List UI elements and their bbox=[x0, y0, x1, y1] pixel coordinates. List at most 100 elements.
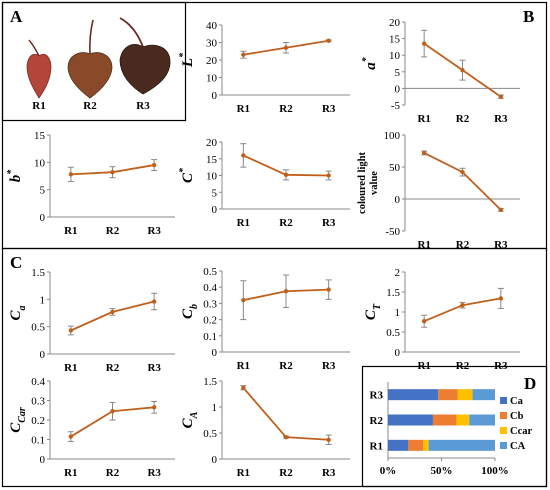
data-point-CA bbox=[326, 437, 331, 442]
leaf-label-r2: R2 bbox=[83, 100, 97, 112]
x-tick-label-a: R3 bbox=[494, 113, 508, 125]
y-tick-label-a: 10 bbox=[389, 50, 401, 62]
data-point-Ccar bbox=[110, 409, 115, 414]
data-point-clv bbox=[421, 150, 427, 156]
y-tick-label-b: 15 bbox=[34, 130, 46, 142]
x-tick-label-Cb: R1 bbox=[237, 360, 250, 372]
data-point-C bbox=[326, 173, 331, 178]
y-tick-label-Ccar: 0.1 bbox=[31, 435, 45, 447]
y-tick-label-L: 30 bbox=[206, 38, 218, 50]
x-tick-label-D: 50% bbox=[431, 465, 453, 477]
panel-label-c: C bbox=[10, 253, 22, 272]
chart-a: -5 0 5 10 15 20 R1 R2 R3 a* bbox=[361, 17, 520, 125]
x-tick-label-a: R1 bbox=[417, 113, 430, 125]
x-tick-label-Ccar: R3 bbox=[147, 467, 161, 479]
x-tick-label-Ca: R3 bbox=[147, 362, 161, 374]
y-axis-label-CT: CT bbox=[363, 303, 383, 320]
x-tick-label-L: R2 bbox=[279, 103, 293, 115]
x-tick-label-Ccar: R1 bbox=[64, 467, 77, 479]
y-tick-label-a: 20 bbox=[389, 17, 401, 29]
x-tick-label-a: R2 bbox=[456, 113, 470, 125]
chart-Cb: 0 0.1 0.2 0.3 0.4 0.5 R1 R2 R3 Cb bbox=[180, 266, 350, 372]
chart-b: 0 5 10 15 R1 R2 R3 b* bbox=[6, 130, 175, 237]
y-tick-label-C: 5 bbox=[212, 187, 218, 199]
y-tick-label-CT: 1 bbox=[395, 307, 401, 319]
y-tick-label-clv: 0 bbox=[395, 194, 401, 206]
y-tick-label-Cb: 0.3 bbox=[203, 298, 217, 310]
y-tick-label-D: R2 bbox=[370, 415, 384, 427]
panel-label-a: A bbox=[10, 7, 23, 26]
y-tick-label-D: R3 bbox=[370, 390, 384, 402]
x-tick-label-Cb: R3 bbox=[322, 360, 336, 372]
x-tick-label-L: R3 bbox=[322, 103, 336, 115]
leaf-label-r3: R3 bbox=[136, 100, 150, 112]
y-tick-label-CT: 1.5 bbox=[386, 287, 400, 299]
y-tick-label-Ca: 0 bbox=[40, 349, 46, 361]
bar-segment-CA-R2 bbox=[469, 414, 495, 426]
data-point-L bbox=[283, 45, 289, 50]
series-line-CT bbox=[423, 297, 501, 323]
legend-swatch-Ccar bbox=[500, 427, 507, 434]
data-point-Ca bbox=[68, 328, 74, 333]
y-tick-label-CT: 0.5 bbox=[386, 327, 400, 339]
y-tick-label-Ccar: 0.4 bbox=[31, 376, 45, 388]
chart-L: 0 10 20 30 40 R1 R2 R3 L* bbox=[178, 20, 350, 115]
data-point-clv bbox=[498, 207, 504, 213]
panel-label-d: D bbox=[524, 374, 536, 393]
x-tick-label-Ca: R2 bbox=[106, 362, 120, 374]
data-point-b bbox=[151, 162, 157, 168]
chart-CT: 0 0.5 1 1.5 2 R1 R2 R3 CT bbox=[363, 267, 520, 372]
legend-label-Ca: Ca bbox=[510, 396, 524, 407]
y-tick-label-CA: 0 bbox=[212, 454, 218, 466]
series-line-Ca bbox=[70, 300, 155, 332]
x-tick-label-b: R3 bbox=[147, 225, 161, 237]
y-tick-label-C: 10 bbox=[206, 171, 218, 183]
x-tick-label-D: 100% bbox=[481, 465, 509, 477]
y-tick-label-Ca: 1 bbox=[40, 294, 46, 306]
series-line-CA bbox=[242, 387, 329, 441]
panel-label-b: B bbox=[523, 7, 534, 26]
x-tick-label-clv: R1 bbox=[417, 239, 430, 251]
chart-clv: -50 0 50 100 R1 R2 R3 coloured lightvalue bbox=[357, 130, 520, 251]
chart-D: 0% 50% 100% R3 R2 R1 Ca Cb Ccar CA bbox=[370, 382, 532, 477]
y-tick-label-b: 0 bbox=[40, 212, 46, 224]
x-tick-label-CT: R2 bbox=[456, 360, 470, 372]
leaf-r1-stem bbox=[28, 39, 40, 57]
y-tick-label-L: 10 bbox=[206, 73, 218, 85]
data-point-a bbox=[421, 41, 427, 46]
x-tick-label-C: R1 bbox=[237, 217, 250, 229]
x-tick-label-CT: R1 bbox=[417, 360, 430, 372]
y-tick-label-Cb: 0.1 bbox=[203, 331, 217, 343]
y-tick-label-D: R1 bbox=[370, 440, 383, 452]
y-tick-label-C: 15 bbox=[206, 154, 218, 166]
y-tick-label-L: 0 bbox=[212, 90, 218, 102]
x-tick-label-clv: R3 bbox=[494, 239, 508, 251]
x-tick-label-D: 0% bbox=[380, 465, 397, 477]
data-point-CT bbox=[460, 303, 465, 308]
x-tick-label-CA: R3 bbox=[322, 467, 336, 479]
legend-label-Cb: Cb bbox=[510, 411, 524, 422]
data-point-a bbox=[460, 67, 465, 73]
chart-CA: 0 0.5 1 1.5 R1 R2 R3 CA bbox=[180, 376, 350, 479]
leaf-r2-stem bbox=[89, 19, 94, 55]
y-tick-label-b: 5 bbox=[40, 185, 46, 197]
y-axis-label-clv: coloured lightvalue bbox=[357, 152, 380, 214]
x-tick-label-clv: R2 bbox=[456, 239, 470, 251]
data-point-clv bbox=[460, 169, 465, 175]
y-tick-label-b: 10 bbox=[34, 157, 46, 169]
chart-C: 0 5 10 15 20 R1 R2 R3 C* bbox=[178, 137, 350, 229]
y-tick-label-L: 20 bbox=[206, 55, 218, 67]
y-tick-label-a: 15 bbox=[389, 34, 401, 46]
y-tick-label-C: 0 bbox=[212, 204, 218, 216]
legend-swatch-Cb bbox=[500, 412, 507, 419]
data-point-CA bbox=[241, 385, 246, 390]
y-tick-label-Cb: 0.2 bbox=[203, 315, 217, 327]
y-tick-label-Cb: 0 bbox=[212, 347, 218, 359]
x-tick-label-CT: R3 bbox=[494, 360, 508, 372]
series-line-clv bbox=[423, 152, 502, 211]
leaf-r3-stem bbox=[119, 17, 144, 48]
x-tick-label-C: R3 bbox=[322, 217, 336, 229]
y-tick-label-CA: 1.5 bbox=[203, 376, 217, 388]
bar-segment-Ccar-R2 bbox=[456, 414, 470, 426]
bar-segment-Cb-R3 bbox=[438, 389, 458, 401]
